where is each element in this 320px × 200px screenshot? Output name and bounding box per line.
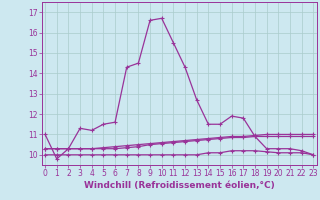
X-axis label: Windchill (Refroidissement éolien,°C): Windchill (Refroidissement éolien,°C) — [84, 181, 275, 190]
